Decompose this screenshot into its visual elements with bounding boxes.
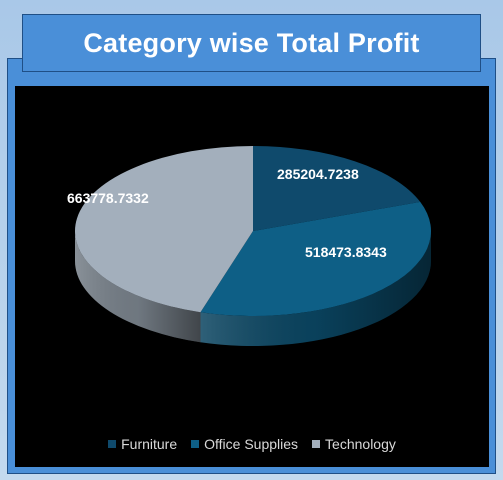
- pie-slice-technology[interactable]: [75, 146, 253, 313]
- legend-swatch: [312, 440, 321, 448]
- legend-swatch: [108, 440, 117, 448]
- data-label-office-supplies: 518473.8343: [305, 244, 387, 260]
- legend-item-furniture: Furniture: [108, 436, 177, 452]
- legend-label: Furniture: [121, 436, 178, 452]
- legend-label: Office Supplies: [204, 436, 299, 452]
- chart-area[interactable]: 285204.7238 518473.8343 663778.7332 Furnit…: [15, 86, 489, 467]
- legend-item-technology: Technology: [312, 436, 396, 452]
- title-box: Category wise Total Profit: [22, 14, 481, 72]
- pie-side-shading: [200, 231, 431, 346]
- data-label-furniture: 285204.7238: [277, 166, 359, 182]
- pie-chart: 285204.7238 518473.8343 663778.7332: [67, 146, 431, 346]
- legend-label: Technology: [325, 436, 396, 452]
- legend-item-office-supplies: Office Supplies: [191, 436, 298, 452]
- data-label-technology: 663778.7332: [67, 190, 149, 206]
- pie-slice-office-supplies[interactable]: [200, 201, 431, 316]
- pie-slice-furniture[interactable]: [253, 146, 421, 231]
- legend: Furniture Office Supplies Technology: [15, 434, 489, 454]
- pie-side-shading: [75, 231, 201, 343]
- chart-title: Category wise Total Profit: [83, 27, 420, 58]
- legend-swatch: [191, 440, 200, 448]
